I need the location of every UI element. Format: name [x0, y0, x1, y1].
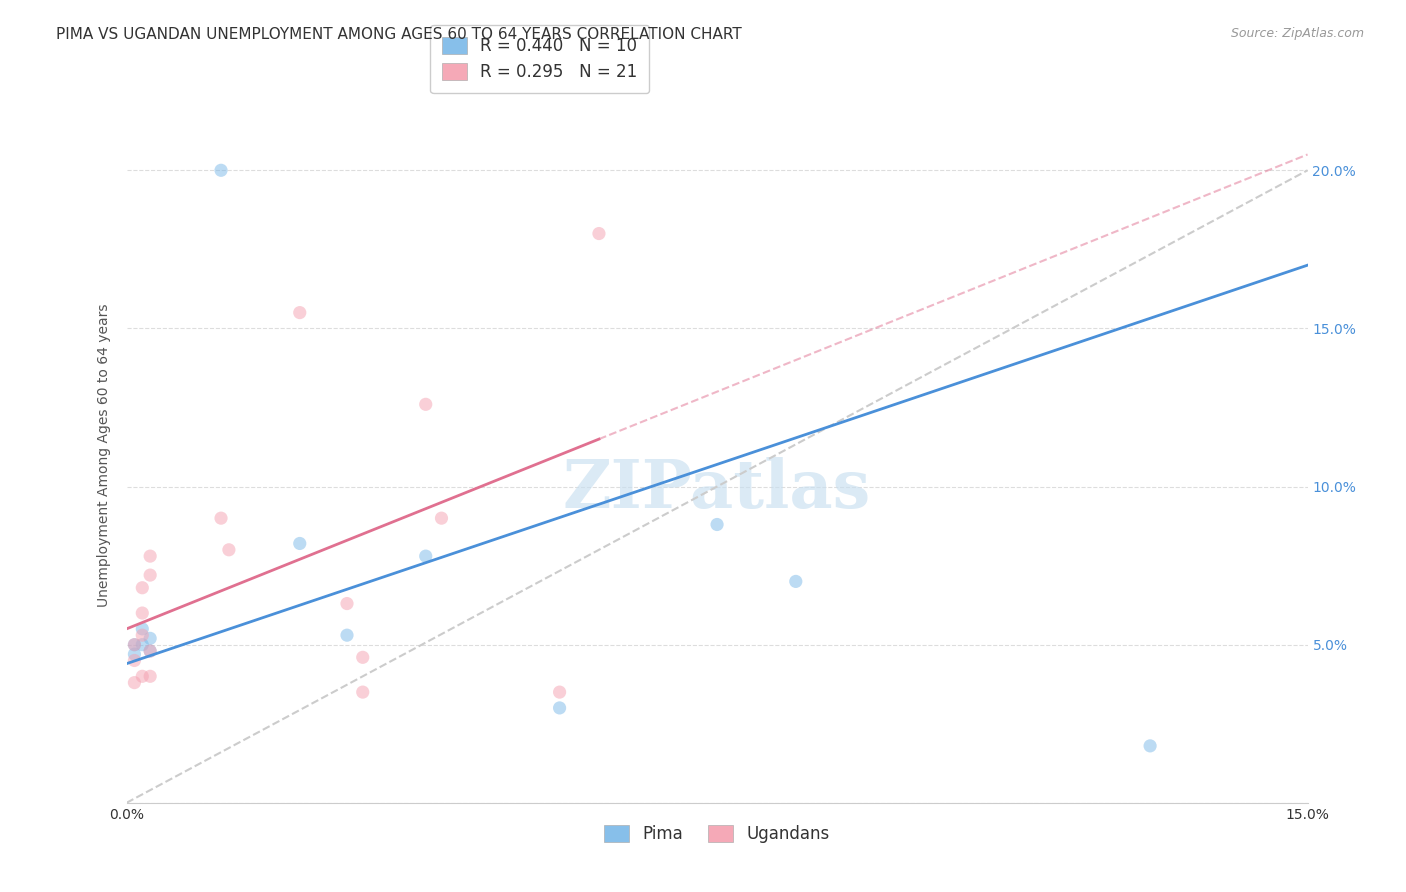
Point — [209, 511, 232, 525]
Point — [139, 669, 162, 683]
Y-axis label: Unemployment Among Ages 60 to 64 years: Unemployment Among Ages 60 to 64 years — [97, 303, 111, 607]
Text: ZIPatlas: ZIPatlas — [562, 458, 872, 522]
Point — [548, 685, 571, 699]
Point — [1139, 739, 1161, 753]
Point — [588, 227, 610, 241]
Point — [131, 669, 153, 683]
Point — [288, 305, 311, 319]
Point — [139, 568, 162, 582]
Point — [131, 622, 153, 636]
Point — [124, 647, 146, 661]
Point — [131, 628, 153, 642]
Point — [336, 597, 359, 611]
Text: Source: ZipAtlas.com: Source: ZipAtlas.com — [1230, 27, 1364, 40]
Point — [131, 581, 153, 595]
Point — [415, 549, 437, 563]
Point — [548, 701, 571, 715]
Point — [139, 632, 162, 646]
Point — [785, 574, 807, 589]
Point — [131, 638, 153, 652]
Point — [124, 675, 146, 690]
Point — [430, 511, 453, 525]
Point — [124, 638, 146, 652]
Point — [336, 628, 359, 642]
Point — [209, 163, 232, 178]
Point — [139, 549, 162, 563]
Text: PIMA VS UGANDAN UNEMPLOYMENT AMONG AGES 60 TO 64 YEARS CORRELATION CHART: PIMA VS UGANDAN UNEMPLOYMENT AMONG AGES … — [56, 27, 742, 42]
Point — [124, 638, 146, 652]
Point — [352, 650, 374, 665]
Point — [139, 644, 162, 658]
Point — [131, 606, 153, 620]
Legend: Pima, Ugandans: Pima, Ugandans — [598, 819, 837, 850]
Point — [139, 644, 162, 658]
Point — [415, 397, 437, 411]
Point — [352, 685, 374, 699]
Point — [124, 653, 146, 667]
Point — [288, 536, 311, 550]
Point — [218, 542, 240, 557]
Point — [706, 517, 728, 532]
